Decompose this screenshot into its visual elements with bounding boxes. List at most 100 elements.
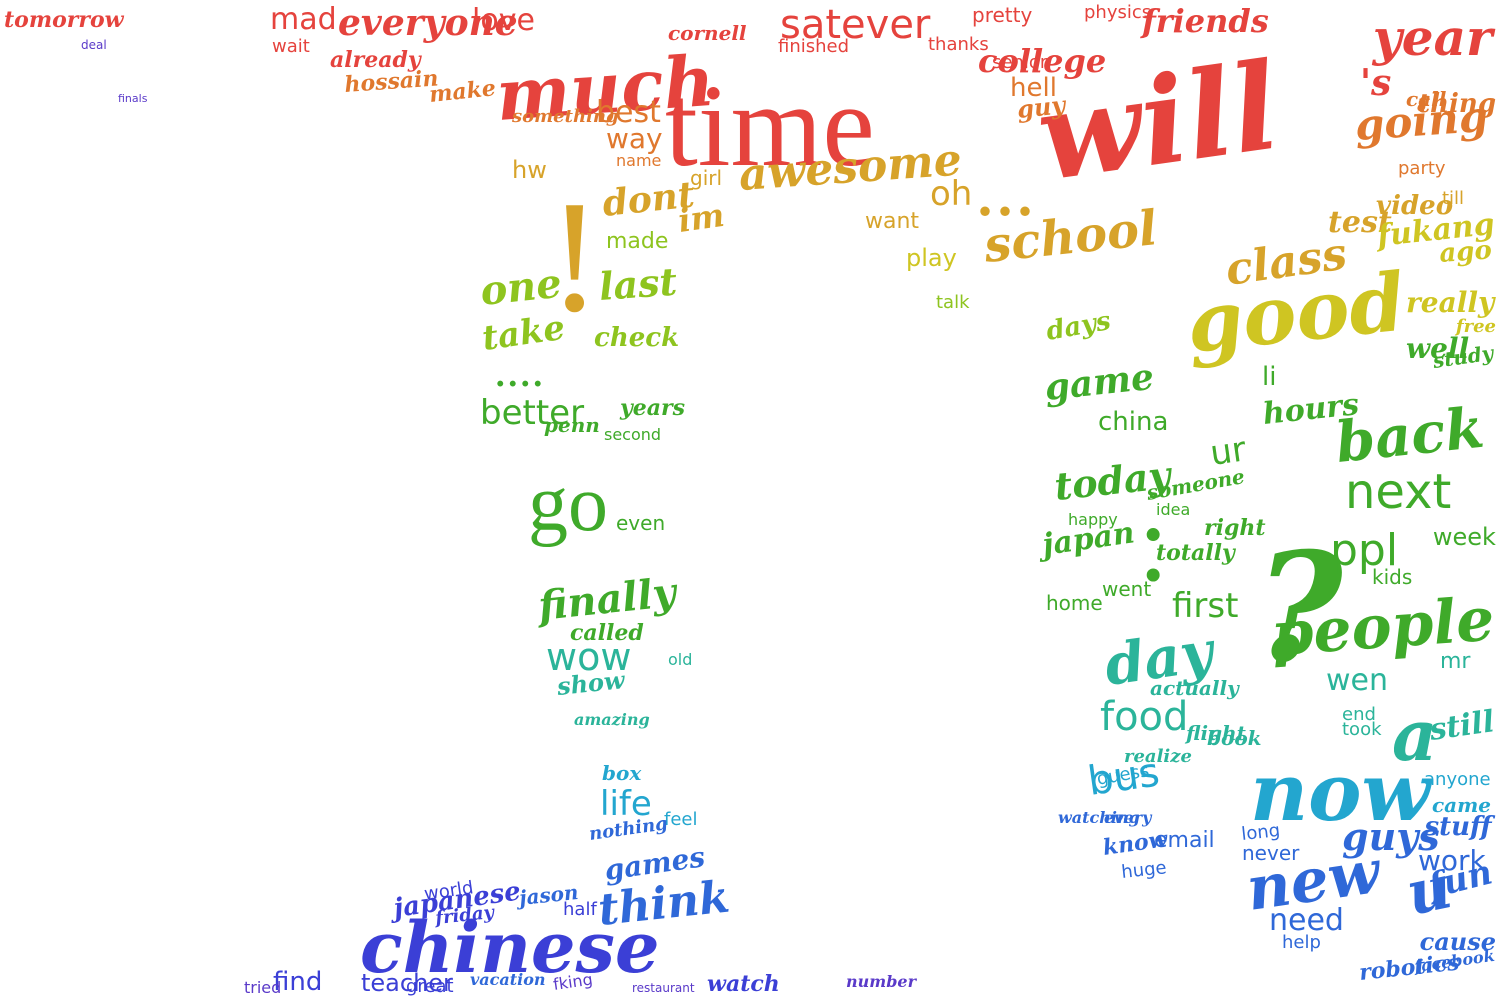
cloud-word: email [1154, 828, 1215, 853]
cloud-word: china [1098, 407, 1168, 437]
cloud-word: ? [1255, 520, 1345, 696]
cloud-word: senior [992, 52, 1048, 73]
cloud-word: cornell [668, 21, 747, 45]
cloud-word: second [604, 425, 661, 444]
cloud-word: watching [1058, 808, 1140, 827]
cloud-word: cause [1420, 927, 1496, 956]
cloud-word: week [1433, 523, 1496, 551]
cloud-word: book [1207, 726, 1262, 750]
cloud-word: till [1442, 188, 1464, 209]
cloud-word: friends [1140, 2, 1269, 40]
cloud-word: day [1101, 618, 1221, 699]
cloud-word: idea [1156, 500, 1190, 519]
cloud-word: took [1342, 719, 1382, 740]
cloud-word: play [906, 244, 957, 272]
cloud-word: free [1454, 316, 1496, 337]
cloud-word: way [606, 122, 663, 155]
cloud-word: ur [1208, 429, 1249, 474]
cloud-word: chinese [360, 906, 659, 989]
cloud-word: need [1269, 903, 1344, 938]
cloud-word: : [1138, 482, 1169, 604]
cloud-word: pretty [972, 3, 1032, 27]
cloud-word: best [596, 95, 661, 130]
cloud-word: want [865, 209, 919, 234]
cloud-word: help [1282, 932, 1321, 953]
cloud-word: amazing [574, 710, 650, 729]
cloud-word: go [528, 460, 608, 548]
cloud-word: ! [548, 167, 601, 345]
cloud-word: talk [936, 292, 970, 313]
cloud-word: really [1406, 286, 1496, 319]
cloud-word: great [406, 976, 454, 997]
cloud-word: 's [1360, 62, 1391, 104]
cloud-word: penn [544, 413, 600, 437]
cloud-word: years [619, 395, 685, 421]
cloud-word: now [1250, 745, 1434, 839]
cloud-word: guys [1342, 814, 1440, 859]
cloud-word: food [1100, 694, 1188, 740]
cloud-word: oh [930, 174, 972, 214]
cloud-word: happy [1068, 510, 1118, 529]
cloud-word: called [570, 620, 644, 646]
cloud-word: watch [707, 971, 780, 997]
cloud-word: long [1240, 820, 1281, 845]
cloud-word: much [493, 39, 717, 137]
cloud-word: girl [690, 166, 722, 190]
cloud-word: last [597, 259, 678, 309]
cloud-word: work [1418, 844, 1487, 877]
cloud-word: better [480, 393, 584, 433]
cloud-word: thing [1418, 89, 1496, 119]
cloud-word: people [1269, 585, 1496, 670]
cloud-word: check [594, 323, 679, 353]
cloud-word: time [665, 60, 875, 191]
cloud-word: totally [1156, 540, 1237, 566]
cloud-word: ... [975, 145, 1035, 233]
cloud-word: finals [118, 92, 148, 105]
cloud-word: huge [1120, 857, 1167, 883]
cloud-word: first [1172, 586, 1238, 626]
cloud-word: video [1376, 191, 1453, 221]
cloud-word: half [563, 899, 597, 920]
cloud-word: finished [778, 36, 849, 57]
cloud-word: flight [1184, 721, 1247, 745]
cloud-word: feel [664, 809, 698, 830]
cloud-word: party [1398, 158, 1446, 179]
cloud-word: actually [1150, 676, 1240, 700]
cloud-word: end [1342, 704, 1376, 725]
cloud-word: hw [512, 156, 547, 184]
cloud-word: anyone [1424, 769, 1491, 790]
cloud-word: box [602, 761, 642, 785]
cloud-word: even [616, 511, 665, 535]
cloud-word: well [1406, 332, 1469, 365]
cloud-word: wen [1326, 663, 1388, 698]
cloud-word: old [668, 650, 692, 669]
cloud-word: right [1204, 515, 1266, 541]
cloud-word: guy [1016, 90, 1069, 124]
cloud-word: thanks [928, 34, 989, 55]
cloud-word: test [1328, 205, 1392, 240]
cloud-word: restaurant [632, 981, 695, 995]
cloud-word: realize [1124, 746, 1192, 767]
cloud-word: hell [1010, 73, 1057, 103]
cloud-word: find [273, 967, 322, 997]
cloud-word: never [1242, 841, 1300, 865]
cloud-word: year [1372, 8, 1496, 67]
cloud-word: kids [1372, 565, 1412, 589]
cloud-word: love [472, 3, 535, 38]
cloud-word: came [1432, 793, 1491, 817]
cloud-word: mad [270, 2, 337, 37]
cloud-word: went [1102, 577, 1151, 601]
cloud-word: bus [1085, 749, 1162, 805]
cloud-word: something [511, 106, 619, 127]
cloud-word: im [676, 196, 727, 240]
cloud-word: mr [1440, 649, 1471, 674]
cloud-word: .... [494, 341, 544, 397]
cloud-word: wow [546, 635, 631, 679]
cloud-word: already [330, 47, 423, 73]
cloud-word: stuff [1423, 812, 1496, 842]
cloud-word: college [978, 42, 1106, 80]
cloud-word: call [1406, 87, 1447, 111]
cloud-word: wait [272, 36, 310, 57]
cloud-word: li [1262, 362, 1276, 392]
